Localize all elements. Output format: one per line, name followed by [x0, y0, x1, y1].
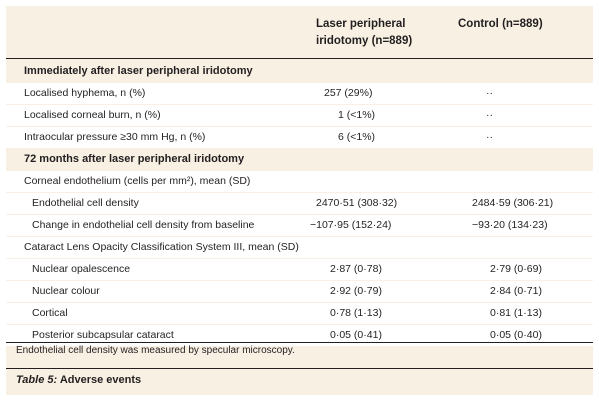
- row-lpi-value: 0·78 (1·13): [330, 307, 382, 319]
- section-title: 72 months after laser peripheral iridoto…: [24, 153, 245, 165]
- row-control-value: 0·05 (0·40): [490, 329, 542, 341]
- table-row: Posterior subcapsular cataract 0·05 (0·4…: [6, 325, 593, 346]
- caption-label: Table 5:: [16, 374, 58, 386]
- row-label: Corneal endothelium (cells per mm²), mea…: [24, 175, 251, 187]
- table-caption: Table 5: Adverse events: [16, 372, 141, 388]
- row-label: Intraocular pressure ≥30 mm Hg, n (%): [24, 131, 206, 143]
- table-row: Cataract Lens Opacity Classification Sys…: [6, 237, 593, 258]
- column-header-lpi-line1: Laser peripheral: [316, 18, 406, 30]
- row-label: Cortical: [32, 307, 68, 319]
- table-row: Cortical 0·78 (1·13) 0·81 (1·13): [6, 303, 593, 324]
- row-label: Localised hyphema, n (%): [24, 87, 146, 99]
- row-lpi-value: 2·92 (0·79): [330, 285, 382, 297]
- row-label: Change in endothelial cell density from …: [32, 219, 255, 231]
- table-row: Localised corneal burn, n (%) 1 (<1%) ··: [6, 105, 593, 126]
- row-label: Cataract Lens Opacity Classification Sys…: [24, 241, 299, 253]
- row-control-value: 2·84 (0·71): [490, 285, 542, 297]
- section-header: Immediately after laser peripheral irido…: [6, 61, 593, 82]
- row-label: Nuclear opalescence: [32, 263, 131, 275]
- row-control-value: ··: [486, 87, 493, 99]
- row-lpi-value: 2470·51 (308·32): [316, 197, 398, 209]
- table-footnote: Endothelial cell density was measured by…: [16, 345, 295, 356]
- row-control-value: ··: [486, 131, 493, 143]
- row-label: Posterior subcapsular cataract: [32, 329, 174, 341]
- table-row: Nuclear opalescence 2·87 (0·78) 2·79 (0·…: [6, 259, 593, 280]
- row-label: Nuclear colour: [32, 285, 100, 297]
- column-header-lpi: Laser peripheral iridotomy (n=889): [316, 16, 412, 50]
- table-row: Endothelial cell density 2470·51 (308·32…: [6, 193, 593, 214]
- row-lpi-value: 1 (<1%): [338, 109, 376, 121]
- section-title: Immediately after laser peripheral irido…: [24, 65, 253, 77]
- caption-text: Adverse events: [57, 374, 142, 386]
- row-lpi-value: 6 (<1%): [338, 131, 376, 143]
- row-lpi-value: 2·87 (0·78): [330, 263, 382, 275]
- row-control-value: 2484·59 (306·21): [472, 197, 554, 209]
- row-lpi-value: 0·05 (0·41): [330, 329, 382, 341]
- table-row: Change in endothelial cell density from …: [6, 215, 593, 236]
- header-rule: [6, 58, 593, 59]
- table-row: Intraocular pressure ≥30 mm Hg, n (%) 6 …: [6, 127, 593, 148]
- table-row: Localised hyphema, n (%) 257 (29%) ··: [6, 83, 593, 104]
- column-header-control: Control (n=889): [458, 18, 543, 30]
- body-rule: [6, 342, 593, 343]
- row-control-value: 2·79 (0·69): [490, 263, 542, 275]
- table-header: Laser peripheral iridotomy (n=889) Contr…: [6, 6, 593, 58]
- caption-rule: [6, 368, 593, 369]
- table-row: Corneal endothelium (cells per mm²), mea…: [6, 171, 593, 192]
- row-lpi-value: −107·95 (152·24): [310, 219, 392, 231]
- row-control-value: ··: [486, 109, 493, 121]
- column-header-lpi-line2: iridotomy (n=889): [316, 35, 413, 47]
- table-row: Nuclear colour 2·92 (0·79) 2·84 (0·71): [6, 281, 593, 302]
- row-lpi-value: 257 (29%): [324, 87, 373, 99]
- table-container: Laser peripheral iridotomy (n=889) Contr…: [6, 6, 593, 395]
- row-label: Localised corneal burn, n (%): [24, 109, 161, 121]
- row-label: Endothelial cell density: [32, 197, 139, 209]
- row-control-value: −93·20 (134·23): [472, 219, 548, 231]
- section-header: 72 months after laser peripheral iridoto…: [6, 149, 593, 170]
- row-control-value: 0·81 (1·13): [490, 307, 542, 319]
